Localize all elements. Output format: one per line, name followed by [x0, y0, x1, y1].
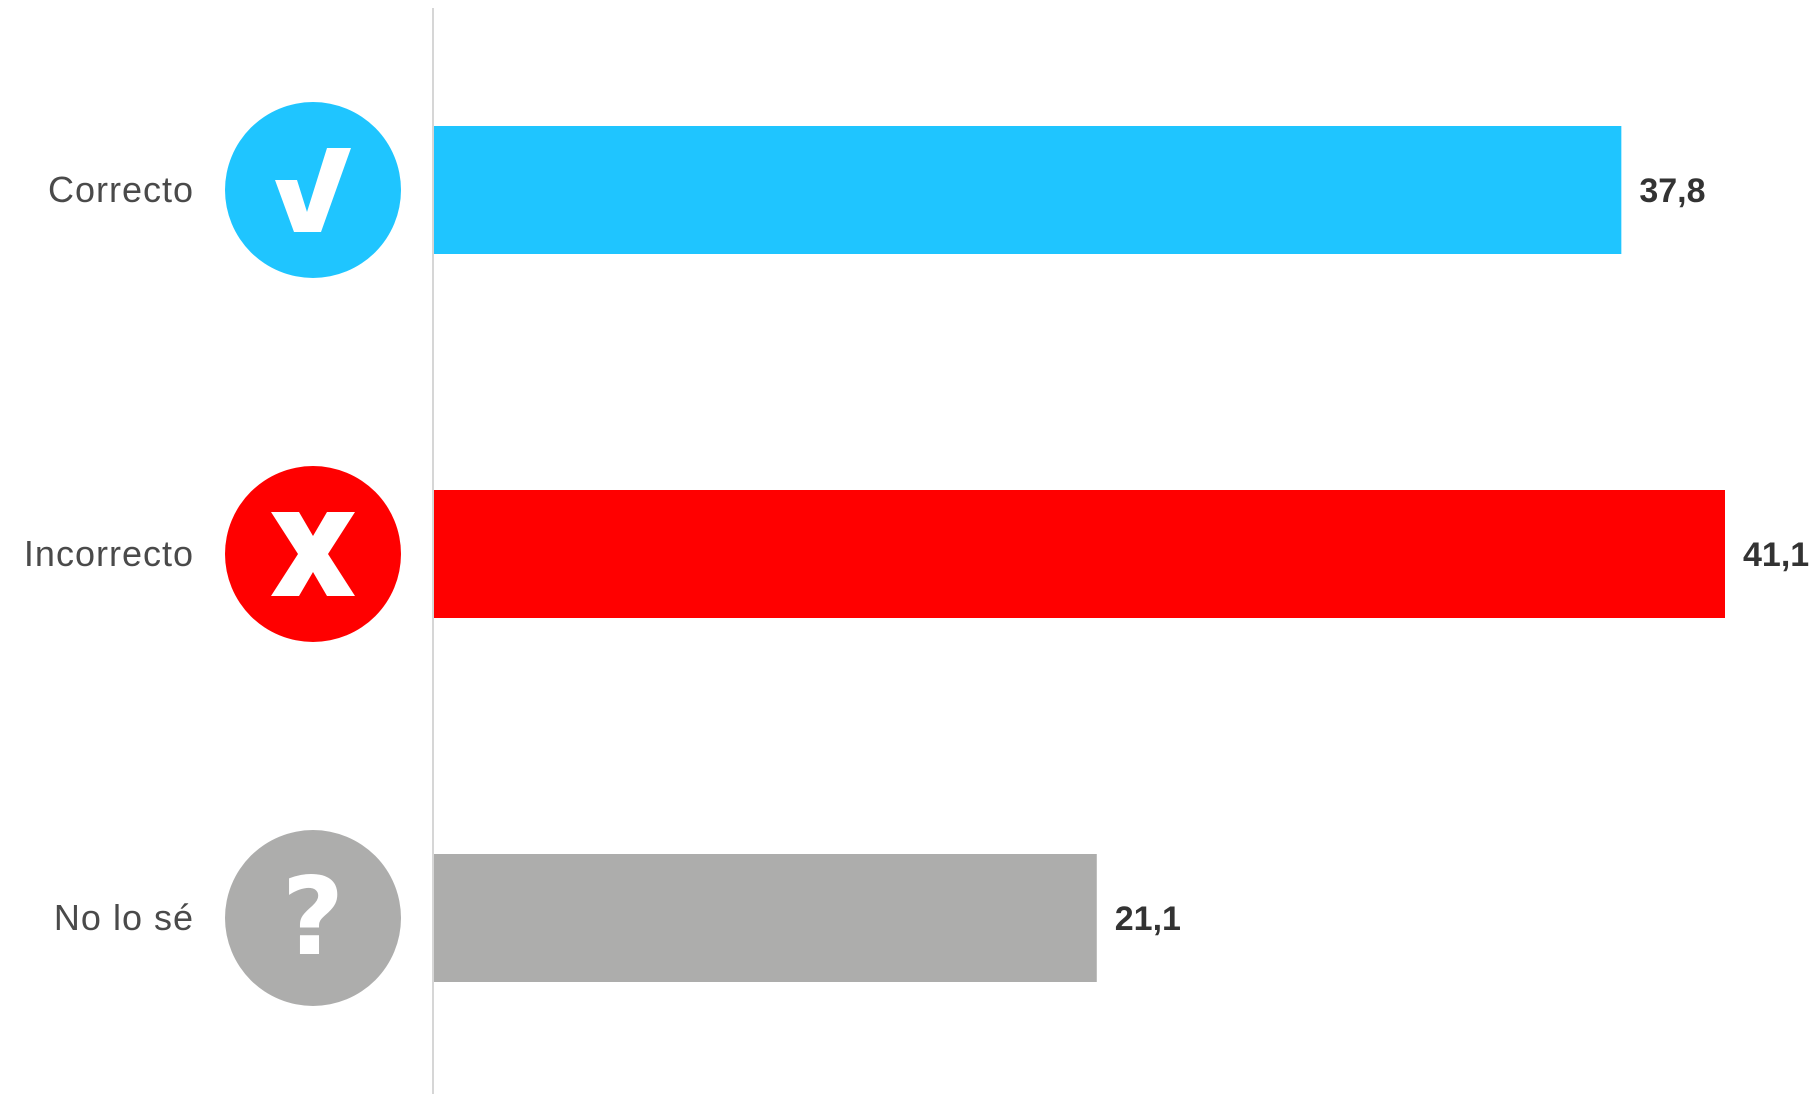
question-mark: ?: [282, 855, 345, 980]
x-mark: [271, 512, 355, 596]
icon-circle: [225, 102, 401, 278]
category-label: No lo sé: [54, 897, 194, 938]
icon-circle: [225, 830, 401, 1006]
value-label: 41,1: [1743, 536, 1809, 574]
category-label: Incorrecto: [24, 533, 194, 574]
check-mark: [275, 148, 351, 232]
value-label: 37,8: [1639, 172, 1705, 210]
bar: [434, 854, 1097, 982]
check-icon: [225, 102, 401, 278]
question-mark-icon: ?: [225, 830, 401, 1006]
value-label: 21,1: [1115, 900, 1181, 938]
bar: [434, 126, 1622, 254]
bar: [434, 490, 1725, 618]
category-label: Correcto: [48, 169, 194, 210]
x-mark-icon: [225, 466, 401, 642]
